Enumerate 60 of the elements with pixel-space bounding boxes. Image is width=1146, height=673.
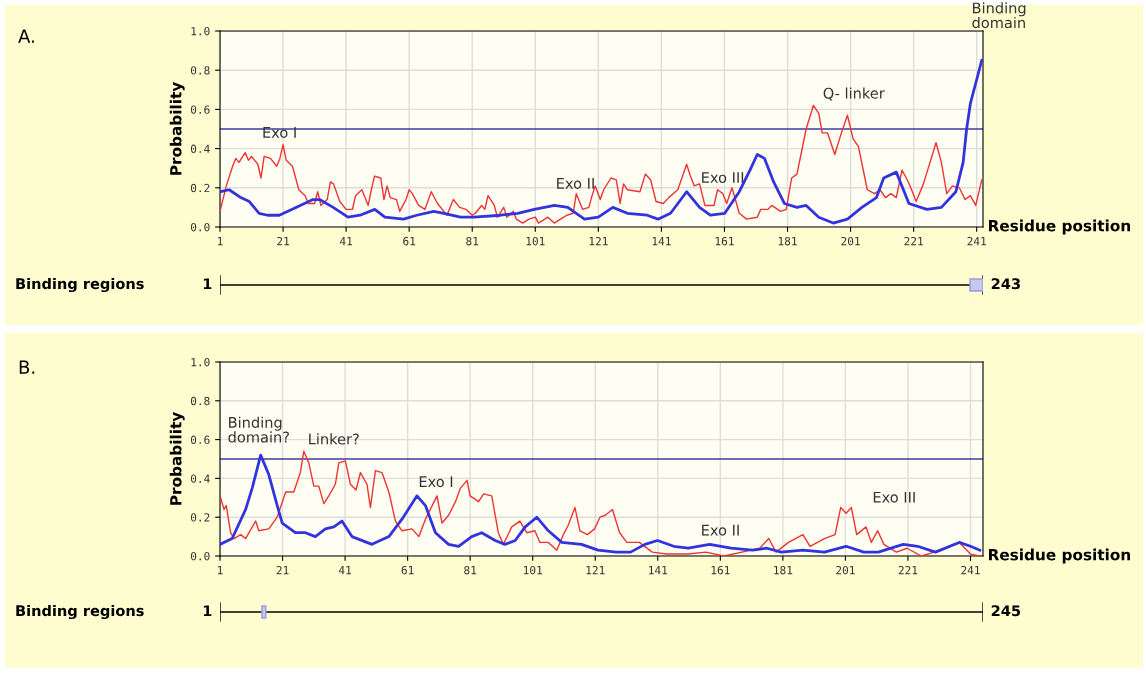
y-axis-title: Probability bbox=[169, 412, 185, 505]
y-tick-label: 0.0 bbox=[190, 223, 210, 232]
x-tick-label: 41 bbox=[339, 237, 353, 246]
annotation: Exo III bbox=[873, 491, 915, 503]
x-axis-title: Residue position bbox=[988, 548, 1131, 564]
annotation: Linker? bbox=[309, 433, 359, 445]
y-tick-label: 1.0 bbox=[191, 358, 210, 367]
text: 1 bbox=[203, 278, 212, 290]
annotation: Exo III bbox=[702, 172, 744, 184]
y-tick-label: 0.8 bbox=[190, 66, 210, 75]
annotation: Exo I bbox=[419, 476, 453, 488]
x-tick-label: 201 bbox=[836, 565, 855, 575]
annotation: Binding domain? bbox=[228, 416, 289, 443]
x-tick-label: 201 bbox=[841, 236, 860, 246]
x-tick-label: 61 bbox=[403, 236, 416, 246]
text: 1 bbox=[203, 605, 212, 617]
y-tick-label: 0.4 bbox=[190, 474, 210, 483]
x-tick-label: 121 bbox=[589, 236, 608, 246]
y-tick-label: 0.6 bbox=[190, 435, 210, 445]
text: B. bbox=[19, 360, 35, 374]
x-tick-label: 81 bbox=[464, 565, 477, 575]
y-axis-title: Probability bbox=[169, 82, 185, 175]
x-tick-label: 161 bbox=[715, 236, 734, 246]
x-axis-title: Residue position bbox=[988, 219, 1131, 235]
annotation: Exo I bbox=[263, 127, 296, 138]
y-tick-label: 0.0 bbox=[190, 552, 210, 561]
x-tick-label: 21 bbox=[276, 565, 289, 575]
x-tick-label: 241 bbox=[967, 236, 986, 246]
x-tick-label: 141 bbox=[652, 237, 671, 246]
x-tick-label: 101 bbox=[524, 565, 542, 575]
x-tick-label: 181 bbox=[778, 236, 797, 246]
y-tick-label: 0.2 bbox=[190, 183, 210, 193]
annotation: Exo II bbox=[702, 524, 739, 536]
annotation: Q- linker bbox=[823, 87, 885, 101]
text: 245 bbox=[991, 605, 1021, 617]
x-tick-label: 81 bbox=[466, 236, 479, 246]
x-tick-label: 61 bbox=[401, 565, 414, 575]
annotation: Exo II bbox=[557, 178, 594, 189]
x-tick-label: 241 bbox=[961, 565, 980, 575]
x-tick-label: 181 bbox=[774, 565, 793, 575]
y-tick-label: 0.6 bbox=[190, 105, 210, 114]
y-tick-label: 1.0 bbox=[191, 27, 210, 36]
y-tick-label: 0.8 bbox=[190, 396, 210, 406]
text: Binding domain bbox=[972, 2, 1026, 29]
text: Binding regions bbox=[16, 604, 144, 620]
x-tick-label: 161 bbox=[711, 565, 730, 575]
x-tick-label: 1 bbox=[217, 566, 223, 575]
text: Binding regions bbox=[16, 277, 144, 293]
text: A. bbox=[18, 29, 34, 43]
x-tick-label: 141 bbox=[649, 566, 668, 575]
x-tick-label: 1 bbox=[217, 237, 223, 246]
y-tick-label: 0.2 bbox=[190, 513, 210, 522]
y-tick-label: 0.4 bbox=[190, 144, 210, 154]
x-tick-label: 101 bbox=[526, 236, 545, 246]
x-tick-label: 41 bbox=[338, 566, 352, 575]
x-tick-label: 121 bbox=[586, 565, 605, 575]
text: 243 bbox=[991, 278, 1020, 290]
x-tick-label: 221 bbox=[898, 565, 918, 575]
x-tick-label: 21 bbox=[277, 236, 289, 246]
x-tick-label: 221 bbox=[904, 236, 923, 246]
